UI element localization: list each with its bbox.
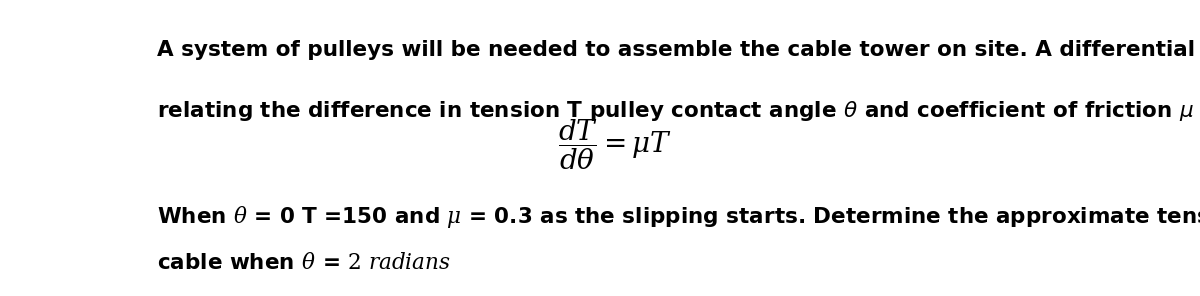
Text: relating the difference in tension T pulley contact angle $\theta$ and coefficie: relating the difference in tension T pul… — [157, 99, 1200, 123]
Text: When $\theta$ = 0 T =150 and $\mu$ = 0.3 as the slipping starts. Determine the a: When $\theta$ = 0 T =150 and $\mu$ = 0.3… — [157, 204, 1200, 230]
Text: cable when $\theta$ = $2\ radians$: cable when $\theta$ = $2\ radians$ — [157, 252, 451, 273]
Text: A system of pulleys will be needed to assemble the cable tower on site. A differ: A system of pulleys will be needed to as… — [157, 40, 1200, 60]
Text: $\dfrac{dT}{d\theta} = \mu T$: $\dfrac{dT}{d\theta} = \mu T$ — [558, 118, 672, 172]
